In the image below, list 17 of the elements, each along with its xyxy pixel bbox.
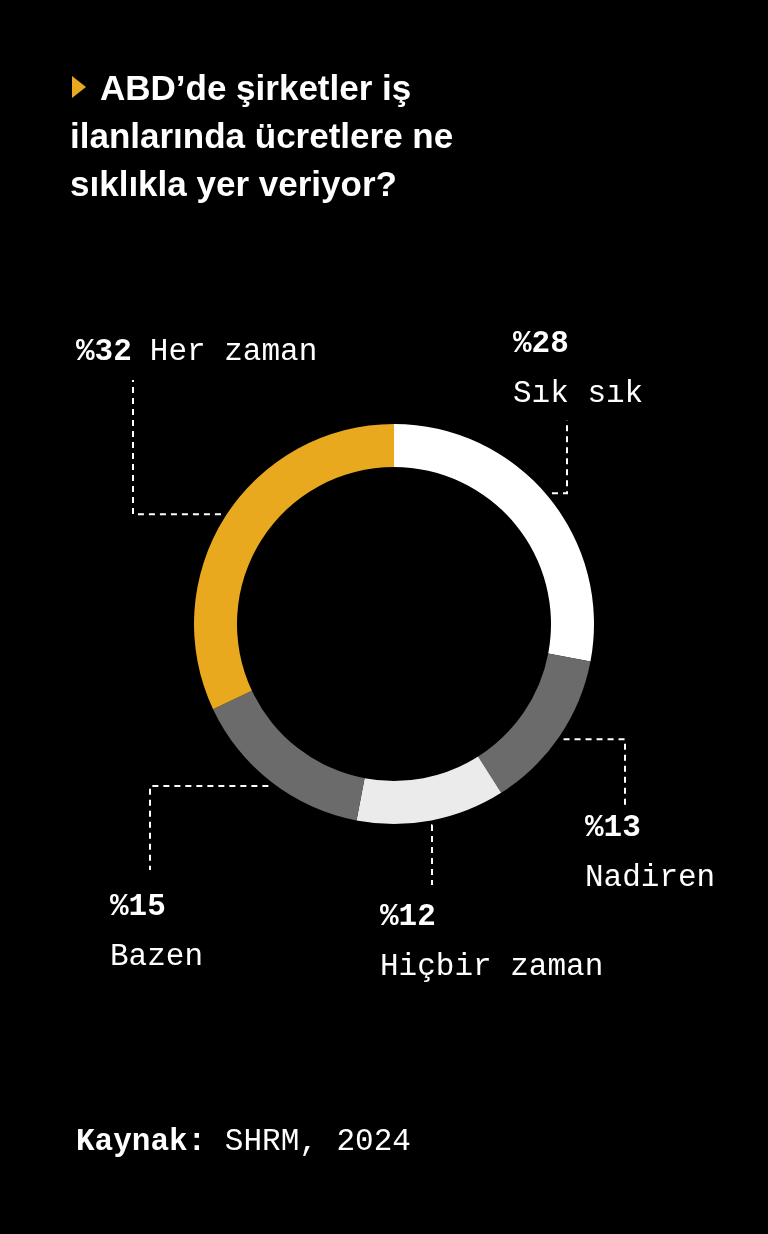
slice-label: Bazen <box>110 939 204 974</box>
donut-slice <box>478 653 591 793</box>
data-label: %13 <box>585 810 641 845</box>
slice-label: Hiçbir zaman <box>380 949 604 984</box>
slice-label: Sık sık <box>513 376 644 411</box>
donut-slice <box>213 690 365 821</box>
donut-slice <box>356 756 502 824</box>
text: Kaynak: SHRM, 2024 <box>76 1124 411 1159</box>
data-label: %15 <box>110 889 166 924</box>
data-label: %12 <box>380 899 436 934</box>
slice-label: Her zaman <box>149 334 318 369</box>
slice-label: Nadiren <box>585 860 716 895</box>
chart-title: ABD’de şirketler iş ilanlarında ücretlere ne sıklıkla yer veriyor? <box>70 68 454 203</box>
donut-slice <box>194 424 394 710</box>
donut-slice <box>394 424 594 662</box>
data-label: %32 <box>76 334 132 369</box>
data-label: %28 <box>513 326 569 361</box>
